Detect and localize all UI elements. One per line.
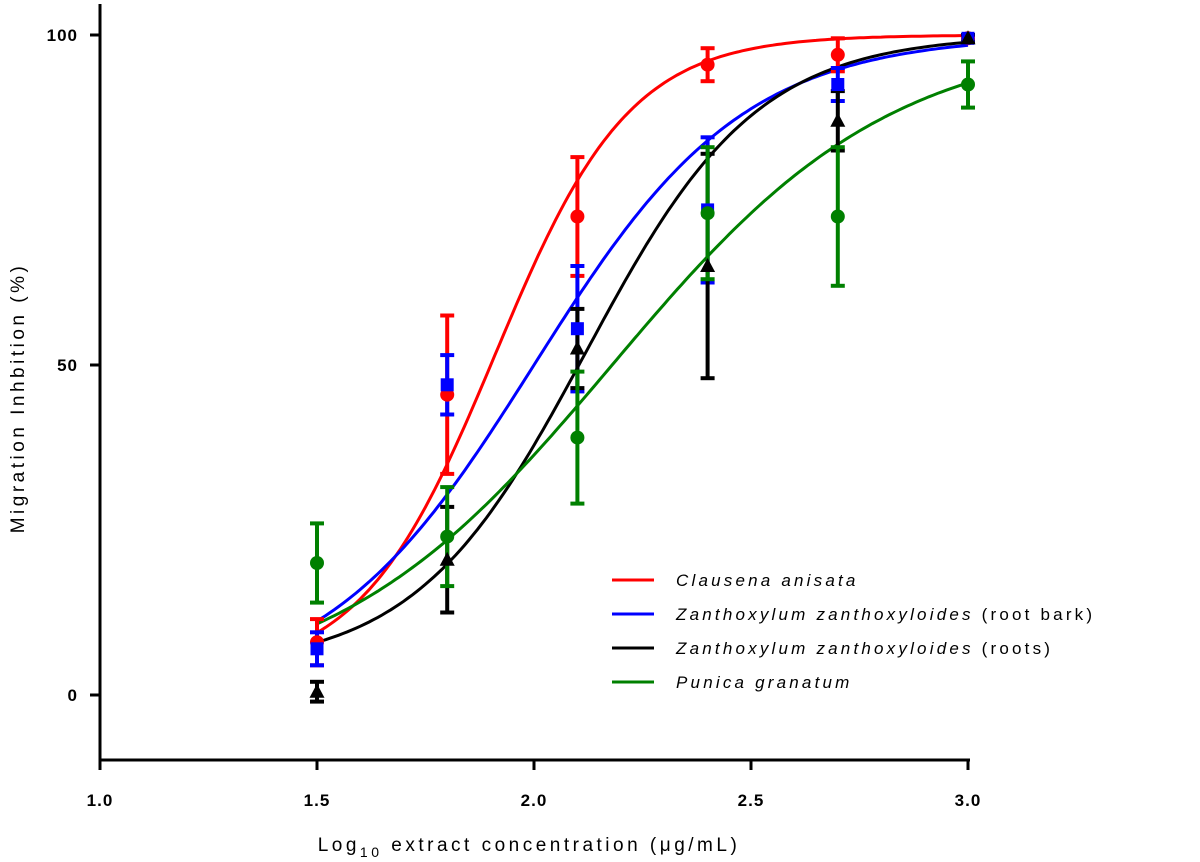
error-bars: [310, 33, 975, 704]
data-point: [310, 642, 324, 656]
fit-curve: [316, 40, 969, 644]
fit-curve: [316, 81, 969, 626]
data-point: [570, 322, 584, 336]
legend-entry: Zanthoxylum zanthoxyloides (root bark): [675, 605, 1095, 624]
axes: 1.0 1.5 2.0 2.5 3.0 0 50 100: [47, 4, 982, 810]
x-tick-label: 1.5: [304, 791, 331, 810]
data-point: [309, 683, 325, 698]
data-point: [570, 209, 585, 224]
legend-entry: Zanthoxylum zanthoxyloides (roots): [675, 639, 1053, 658]
fit-curve: [316, 43, 969, 623]
fit-curve: [316, 34, 968, 634]
data-point: [830, 47, 845, 62]
x-axis-title: Log10 extract concentration (μg/mL): [318, 835, 741, 860]
data-point: [439, 551, 455, 566]
data-point: [831, 78, 845, 91]
data-point: [310, 556, 324, 570]
x-tick-label: 3.0: [955, 791, 982, 810]
legend-entry-species: Zanthoxylum zanthoxyloides: [675, 605, 974, 624]
legend-entry-species: Clausena anisata: [676, 571, 859, 590]
data-markers: [309, 30, 976, 698]
data-point: [440, 529, 455, 544]
legend-entry-species: Punica granatum: [676, 673, 853, 692]
data-point: [570, 430, 585, 445]
y-tick-label: 50: [57, 356, 78, 375]
y-tick-label: 0: [68, 686, 78, 705]
x-axis-title-rest: extract concentration (μg/mL): [383, 835, 741, 856]
data-point: [961, 77, 975, 92]
y-axis-title: Migration Inhbition (%): [8, 263, 29, 534]
data-point: [569, 340, 585, 355]
legend-entry-part: (root bark): [974, 605, 1096, 624]
x-tick-label: 1.0: [87, 791, 114, 810]
legend-entry: Clausena anisata: [676, 571, 859, 590]
y-tick-label: 100: [47, 26, 78, 45]
x-tick-label: 2.0: [521, 791, 548, 810]
data-point: [700, 206, 715, 221]
x-axis-title-main: Log: [318, 835, 360, 856]
fit-curves: [316, 34, 969, 644]
x-axis-title-subscript: 10: [360, 844, 383, 860]
data-point: [830, 112, 846, 127]
legend: Clausena anisata Zanthoxylum zanthoxyloid…: [612, 571, 1095, 692]
data-point: [700, 258, 716, 272]
legend-entry: Punica granatum: [676, 673, 853, 692]
x-tick-label: 2.5: [738, 791, 765, 810]
data-point: [700, 57, 715, 72]
legend-entry-species: Zanthoxylum zanthoxyloides: [675, 639, 974, 658]
data-point: [440, 378, 454, 392]
legend-entry-part: (roots): [974, 639, 1053, 658]
data-point: [960, 30, 976, 45]
data-point: [830, 209, 845, 224]
